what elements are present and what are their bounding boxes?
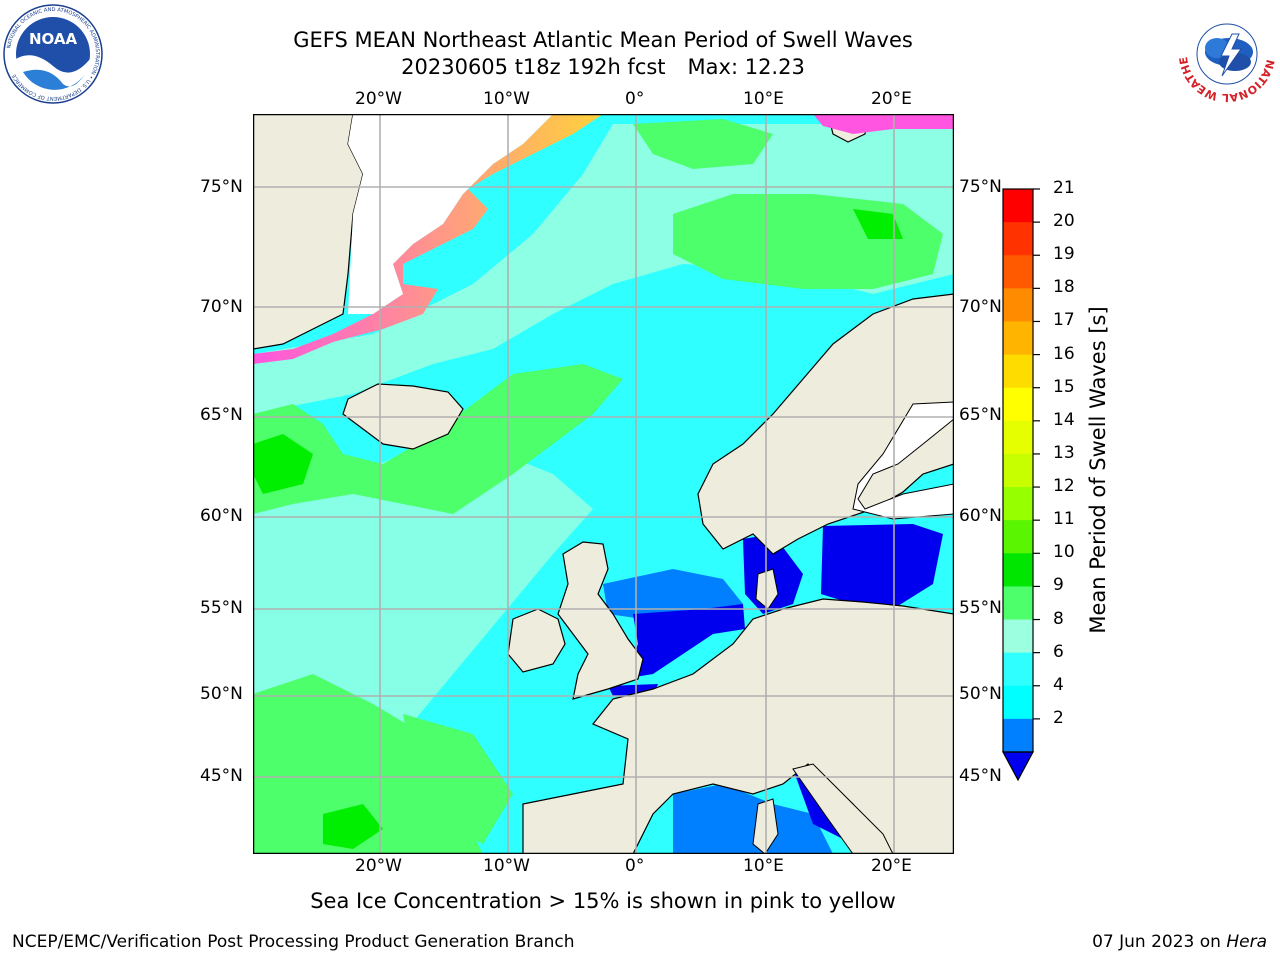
colorbar-tick-label: 6	[1053, 641, 1064, 662]
lon-tick-bottom-0: 0°	[625, 856, 645, 876]
swell-field-11-12	[853, 209, 903, 239]
lat-tick-right-50n: 50°N	[959, 684, 1002, 704]
sea-ice-edge	[253, 114, 603, 364]
lat-tick-right-45n: 45°N	[959, 766, 1002, 786]
colorbar	[1001, 188, 1040, 782]
footer-credit: NCEP/EMC/Verification Post Processing Pr…	[12, 932, 575, 952]
chart-subtitle: 20230605 t18z 192h fcst Max: 12.23	[253, 54, 953, 81]
lat-tick-right-65n: 65°N	[959, 405, 1002, 425]
swell-field-9-10	[633, 119, 773, 169]
swell-period-map	[253, 114, 954, 854]
lon-tick-top-20w: 20°W	[355, 89, 402, 109]
colorbar-tick-label: 21	[1053, 178, 1075, 198]
sea-ice-note: Sea Ice Concentration > 15% is shown in …	[310, 889, 896, 913]
lon-tick-top-10e: 10°E	[743, 89, 784, 109]
colorbar-segment	[1003, 420, 1033, 455]
swell-field-2-4	[623, 604, 745, 679]
lat-tick-left-75n: 75°N	[200, 177, 243, 197]
forecast-cycle: 20230605 t18z 192h fcst	[401, 55, 666, 79]
colorbar-tick-label: 16	[1053, 343, 1075, 364]
colorbar-segment	[1003, 321, 1033, 356]
colorbar-label: Mean Period of Swell Waves [s]	[1086, 306, 1110, 634]
colorbar-segment	[1003, 354, 1033, 389]
greenland-land	[253, 114, 364, 350]
denmark-land	[755, 568, 779, 610]
host-name: Hera	[1226, 932, 1267, 952]
ireland-land	[507, 608, 566, 673]
lat-tick-right-60n: 60°N	[959, 506, 1002, 526]
colorbar-segment	[1003, 718, 1033, 753]
colorbar-segment	[1003, 189, 1033, 223]
colorbar-segment	[1003, 520, 1033, 554]
lat-tick-left-55n: 55°N	[200, 598, 243, 618]
noaa-logo-text: NOAA	[29, 30, 78, 48]
colorbar-tick-label: 4	[1053, 674, 1064, 695]
lat-tick-left-70n: 70°N	[200, 297, 243, 317]
max-value: Max: 12.23	[687, 55, 805, 79]
nws-logo: NATIONAL WEATHER SERVICE	[1177, 4, 1277, 104]
colorbar-tick-label: 19	[1053, 244, 1075, 265]
colorbar-tick-label: 9	[1053, 575, 1064, 596]
colorbar-tick-label: 20	[1053, 211, 1075, 232]
swell-field-9-10	[403, 714, 513, 844]
colorbar-segment	[1003, 487, 1033, 521]
colorbar-segment	[1003, 387, 1033, 422]
swell-field-11-12	[253, 434, 313, 494]
swell-field-4-6	[673, 784, 833, 854]
colorbar-segment	[1003, 453, 1033, 488]
lon-tick-bottom-20e: 20°E	[871, 856, 912, 876]
swell-field-11-12	[323, 804, 383, 849]
lat-tick-right-75n: 75°N	[959, 177, 1002, 197]
lat-tick-left-65n: 65°N	[200, 405, 243, 425]
swell-field-2-4	[821, 524, 943, 609]
britain-land	[557, 541, 644, 700]
footer-date: 07 Jun 2023 on Hera	[1092, 932, 1267, 952]
colorbar-tick-label: 8	[1053, 608, 1064, 629]
colorbar-segment	[1003, 619, 1033, 654]
lon-tick-bottom-20w: 20°W	[355, 856, 402, 876]
colorbar-segment	[1003, 553, 1033, 587]
scandinavia-land	[697, 293, 954, 555]
lat-tick-right-70n: 70°N	[959, 297, 1002, 317]
gulf-of-bothnia	[852, 401, 954, 520]
colorbar-tick-label: 2	[1053, 707, 1064, 728]
colorbar-segment	[1003, 288, 1033, 322]
lon-tick-top-10w: 10°W	[483, 89, 530, 109]
colorbar-extend-arrow	[1001, 751, 1035, 782]
colorbar-tick-label: 15	[1053, 376, 1075, 397]
colorbar-tick-label: 12	[1053, 476, 1075, 497]
colorbar-tick-label: 17	[1053, 310, 1075, 331]
colorbar-tick-label: 18	[1053, 277, 1075, 298]
map-frame	[253, 114, 954, 854]
colorbar-segment	[1003, 685, 1033, 720]
colorbar-segment	[1003, 586, 1033, 621]
continent-land	[522, 598, 954, 854]
lat-tick-left-45n: 45°N	[200, 766, 243, 786]
colorbar-tick-label: 10	[1053, 542, 1075, 563]
lon-tick-bottom-10e: 10°E	[743, 856, 784, 876]
lon-tick-top-20e: 20°E	[871, 89, 912, 109]
lon-tick-top-0: 0°	[625, 89, 645, 109]
lat-tick-right-55n: 55°N	[959, 598, 1002, 618]
colorbar-segment	[1003, 652, 1033, 687]
italy-land	[792, 763, 894, 854]
lat-tick-left-50n: 50°N	[200, 684, 243, 704]
colorbar-tick-label: 14	[1053, 409, 1075, 430]
colorbar-frame	[1002, 188, 1034, 753]
noaa-logo: NATIONAL OCEANIC AND ATMOSPHERIC ADMINIS…	[3, 4, 103, 104]
lon-tick-bottom-10w: 10°W	[483, 856, 530, 876]
lat-tick-left-60n: 60°N	[200, 506, 243, 526]
colorbar-segment	[1003, 222, 1033, 256]
swell-field-9-10	[253, 364, 623, 514]
map-gridlines	[253, 114, 954, 854]
colorbar-tick-label: 13	[1053, 442, 1075, 463]
open-ice-free-land	[348, 114, 553, 314]
swell-field-4-6	[603, 569, 743, 619]
colorbar-segment	[1003, 255, 1033, 289]
colorbar-tick-label: 11	[1053, 509, 1075, 530]
sea-ice-edge	[813, 114, 954, 134]
chart-title: GEFS MEAN Northeast Atlantic Mean Period…	[293, 28, 913, 52]
